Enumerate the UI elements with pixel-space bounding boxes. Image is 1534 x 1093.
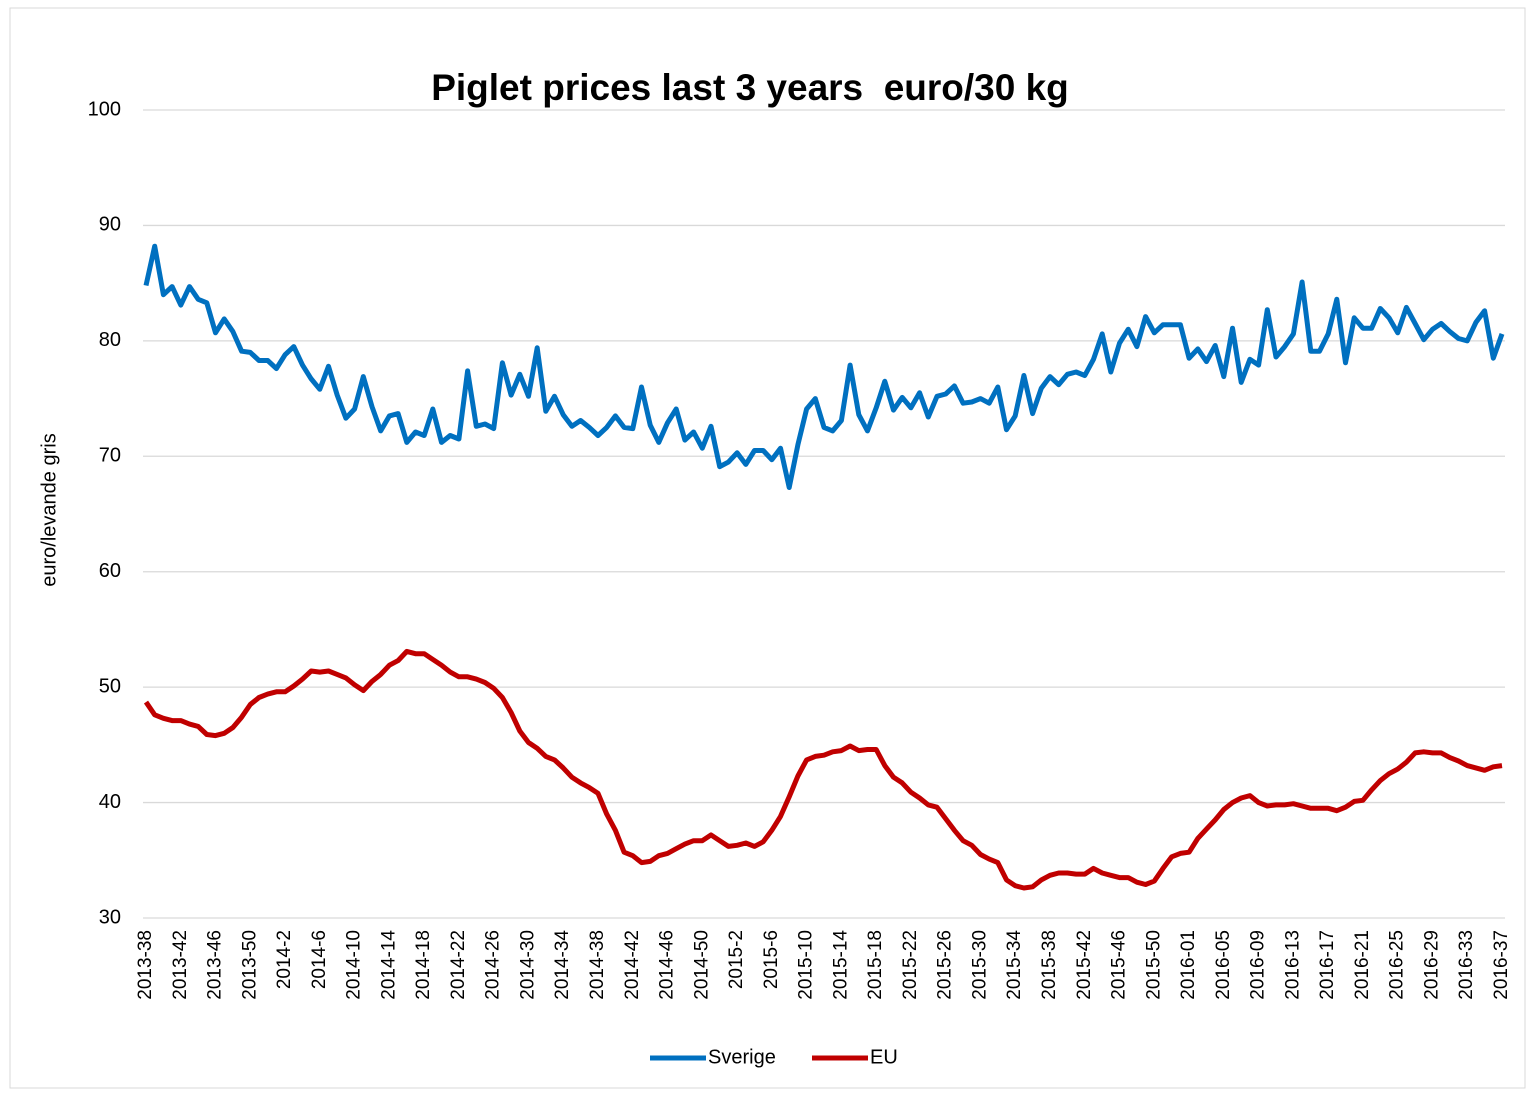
legend-label: Sverige (708, 1046, 776, 1068)
y-tick-label: 40 (99, 791, 121, 813)
x-tick-label: 2014-26 (483, 930, 504, 1000)
x-tick-label: 2015-50 (1143, 930, 1164, 1000)
x-tick-label: 2016-13 (1282, 930, 1303, 1000)
x-tick-label: 2016-09 (1248, 930, 1269, 1000)
y-tick-label: 30 (99, 906, 121, 928)
x-tick-label: 2015-22 (900, 930, 921, 1000)
x-tick-label: 2013-46 (205, 930, 226, 1000)
x-tick-label: 2014-34 (552, 930, 573, 1000)
x-tick-label: 2014-30 (517, 930, 538, 1000)
x-tick-label: 2015-6 (761, 930, 782, 989)
y-tick-label: 70 (99, 445, 121, 467)
y-tick-label: 60 (99, 560, 121, 582)
x-tick-label: 2014-10 (344, 930, 365, 1000)
x-tick-label: 2015-46 (1109, 930, 1130, 1000)
x-tick-label: 2015-14 (830, 930, 851, 1000)
x-tick-label: 2016-37 (1491, 930, 1512, 1000)
x-tick-label: 2015-26 (935, 930, 956, 1000)
x-tick-label: 2014-14 (378, 930, 399, 1000)
x-tick-label: 2014-22 (448, 930, 469, 1000)
x-tick-label: 2013-42 (170, 930, 191, 1000)
x-tick-label: 2014-2 (274, 930, 295, 989)
legend-label: EU (870, 1046, 898, 1068)
chart-title: Piglet prices last 3 years euro/30 kg (431, 67, 1069, 108)
x-tick-label: 2014-6 (309, 930, 330, 989)
x-tick-label: 2014-50 (691, 930, 712, 1000)
chart-frame (9, 7, 1526, 1089)
x-tick-label: 2014-46 (657, 930, 678, 1000)
x-tick-label: 2013-38 (135, 930, 156, 1000)
data-line (143, 243, 1505, 490)
x-tick-label: 2016-33 (1456, 930, 1477, 1000)
x-tick-label: 2016-29 (1421, 930, 1442, 1000)
data-line (143, 648, 1503, 891)
y-tick-label: 50 (99, 675, 121, 697)
x-tick-label: 2016-05 (1213, 930, 1234, 1000)
x-tick-label: 2013-50 (239, 930, 260, 1000)
x-tick-label: 2016-21 (1352, 930, 1373, 1000)
x-tick-label: 2015-10 (796, 930, 817, 1000)
x-tick-label: 2015-2 (726, 930, 747, 989)
y-tick-label: 90 (99, 214, 121, 236)
x-tick-label: 2016-01 (1178, 930, 1199, 1000)
x-tick-label: 2015-18 (865, 930, 886, 1000)
x-tick-label: 2014-18 (413, 930, 434, 1000)
y-tick-label: 100 (88, 98, 121, 120)
x-tick-label: 2015-34 (1004, 930, 1025, 1000)
x-tick-label: 2015-38 (1039, 930, 1060, 1000)
x-tick-label: 2015-30 (969, 930, 990, 1000)
x-tick-label: 2016-25 (1387, 930, 1408, 1000)
x-tick-label: 2014-42 (622, 930, 643, 1000)
y-tick-label: 80 (99, 329, 121, 351)
x-tick-label: 2015-42 (1074, 930, 1095, 1000)
x-tick-label: 2014-38 (587, 930, 608, 1000)
x-tick-label: 2016-17 (1317, 930, 1338, 1000)
y-axis-label: euro/levande gris (38, 433, 60, 586)
